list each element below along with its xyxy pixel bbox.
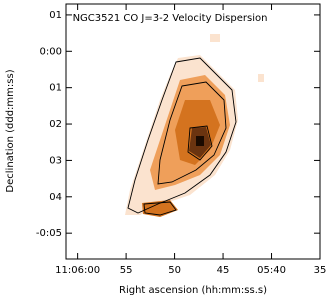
y-tick-label: 01 xyxy=(49,10,62,21)
x-axis-label: Right ascension (hh:mm:ss.s) xyxy=(119,285,267,296)
intensity-map xyxy=(125,34,264,217)
y-tick-label: 02 xyxy=(49,119,62,130)
y-tick-label: 04 xyxy=(49,192,62,203)
chart-title: NGC3521 CO J=3-2 Velocity Dispersion xyxy=(73,13,268,24)
x-tick-label: 55 xyxy=(120,265,133,276)
x-tick-label: 50 xyxy=(168,265,181,276)
x-tick-label: 05:40 xyxy=(257,265,286,276)
x-tick-label: 45 xyxy=(217,265,230,276)
y-tick-label: 03 xyxy=(49,155,62,166)
y-axis-label: Declination (ddd:mm:ss) xyxy=(5,69,16,192)
y-tick-label: 01 xyxy=(49,83,62,94)
plot-frame xyxy=(65,3,321,260)
x-tick-label: 35 xyxy=(314,265,327,276)
x-tick-label: 11:06:00 xyxy=(55,265,100,276)
y-tick-label: -0:05 xyxy=(36,228,62,239)
y-tick-label: 0:00 xyxy=(40,46,62,57)
